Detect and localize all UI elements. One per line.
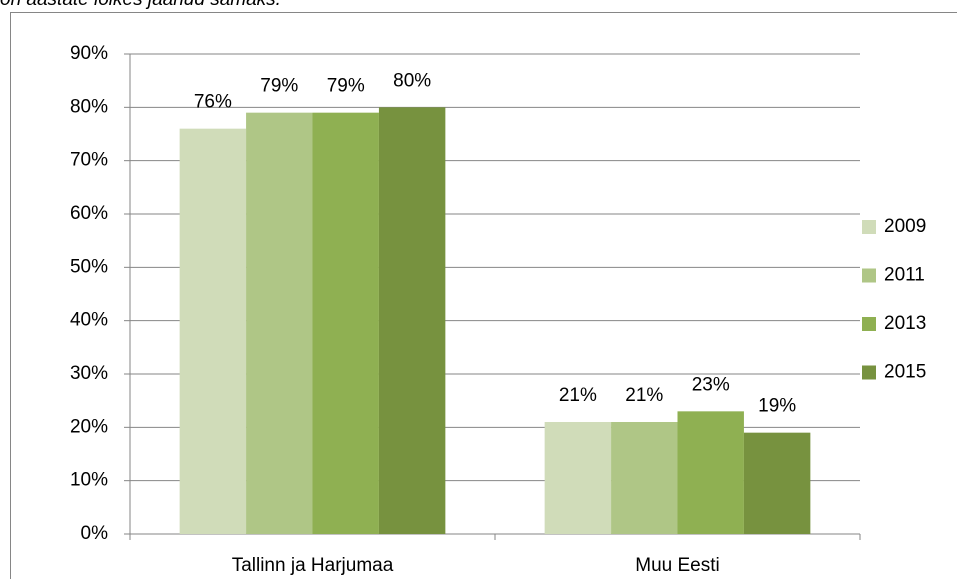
x-tick-label: Tallinn ja Harjumaa: [232, 555, 394, 576]
bar: [246, 112, 313, 535]
y-tick-label: 80%: [70, 96, 108, 117]
bar: [611, 422, 678, 534]
legend-label: 2011: [884, 265, 925, 286]
value-label: 19%: [758, 396, 796, 417]
value-label: 80%: [393, 70, 431, 91]
y-tick-label: 50%: [70, 256, 108, 277]
y-tick-label: 60%: [70, 203, 108, 224]
bar: [743, 432, 811, 534]
legend-swatch: [862, 220, 876, 234]
legend-label: 2015: [884, 362, 926, 383]
legend-label: 2009: [884, 216, 926, 237]
y-tick-label: 30%: [70, 363, 108, 384]
y-tick-label: 40%: [70, 310, 108, 331]
caption: on aastate lõikes jäänud samaks.: [0, 0, 281, 10]
legend-label: 2013: [884, 313, 926, 334]
y-tick-label: 0%: [81, 523, 109, 544]
y-tick-label: 10%: [70, 470, 108, 491]
y-tick-label: 90%: [70, 43, 108, 64]
bar: [378, 107, 446, 534]
legend-swatch: [862, 317, 876, 331]
bar: [312, 112, 379, 535]
bar: [179, 128, 247, 534]
legend-swatch: [862, 268, 876, 283]
bar: [544, 422, 612, 534]
value-label: 21%: [625, 385, 663, 406]
value-label: 76%: [194, 92, 232, 113]
legend-swatch: [862, 365, 876, 380]
chart-frame: [10, 12, 957, 579]
value-label: 23%: [692, 374, 730, 395]
value-label: 79%: [327, 76, 365, 97]
y-tick-label: 20%: [70, 416, 108, 437]
value-label: 79%: [260, 76, 298, 97]
value-label: 21%: [559, 385, 597, 406]
x-tick-label: Muu Eesti: [635, 555, 719, 576]
bar: [677, 411, 744, 534]
y-tick-label: 70%: [70, 150, 108, 171]
